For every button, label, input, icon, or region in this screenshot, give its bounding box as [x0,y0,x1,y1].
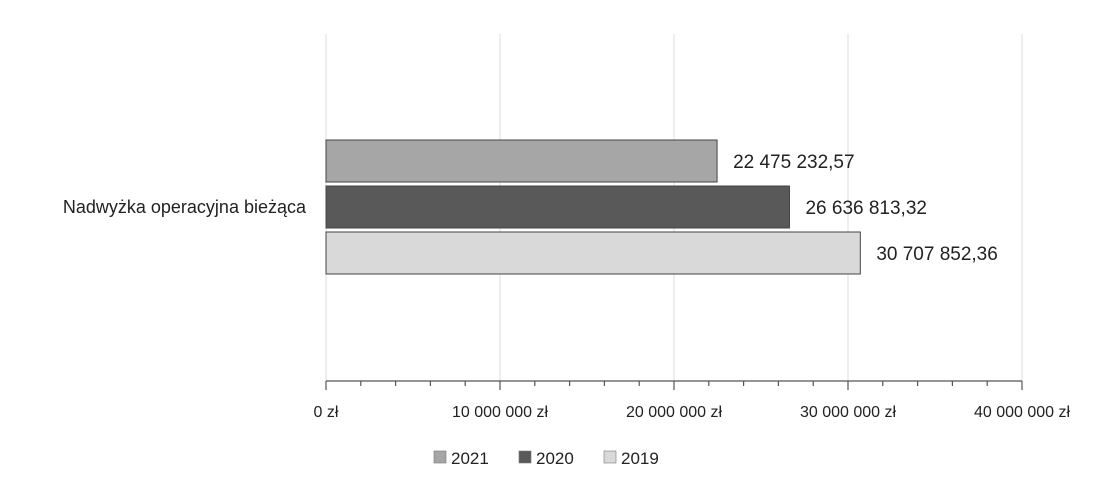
x-tick-label: 20 000 000 zł [626,404,723,421]
x-tick-label: 0 zł [314,404,339,421]
legend-label-2020: 2020 [536,449,574,468]
legend-label-2021: 2021 [451,449,489,468]
data-label-2019: 30 707 852,36 [876,244,998,265]
bars [325,139,861,275]
bar-2020 [325,185,790,229]
legend: 2021 2020 2019 [433,449,659,468]
legend-label-2019: 2019 [621,449,659,468]
bar-2019 [325,231,861,275]
legend-swatch-2021 [433,450,447,464]
category-axis: Nadwyżka operacyjna bieżąca [63,197,307,217]
data-label-2021: 22 475 232,57 [733,152,855,173]
category-label: Nadwyżka operacyjna bieżąca [63,197,307,217]
legend-swatch-2019 [603,450,617,464]
x-axis: 0 zł 10 000 000 zł 20 000 000 zł 30 000 000… [314,380,1071,421]
bar-2021 [325,139,718,183]
legend-swatch-2020 [518,450,532,464]
data-label-2020: 26 636 813,32 [805,198,927,219]
x-tick-label: 10 000 000 zł [452,404,549,421]
x-tick-label: 40 000 000 zł [974,404,1071,421]
data-labels: 22 475 232,57 26 636 813,32 30 707 852,36 [733,152,998,265]
x-tick-label: 30 000 000 zł [800,404,897,421]
